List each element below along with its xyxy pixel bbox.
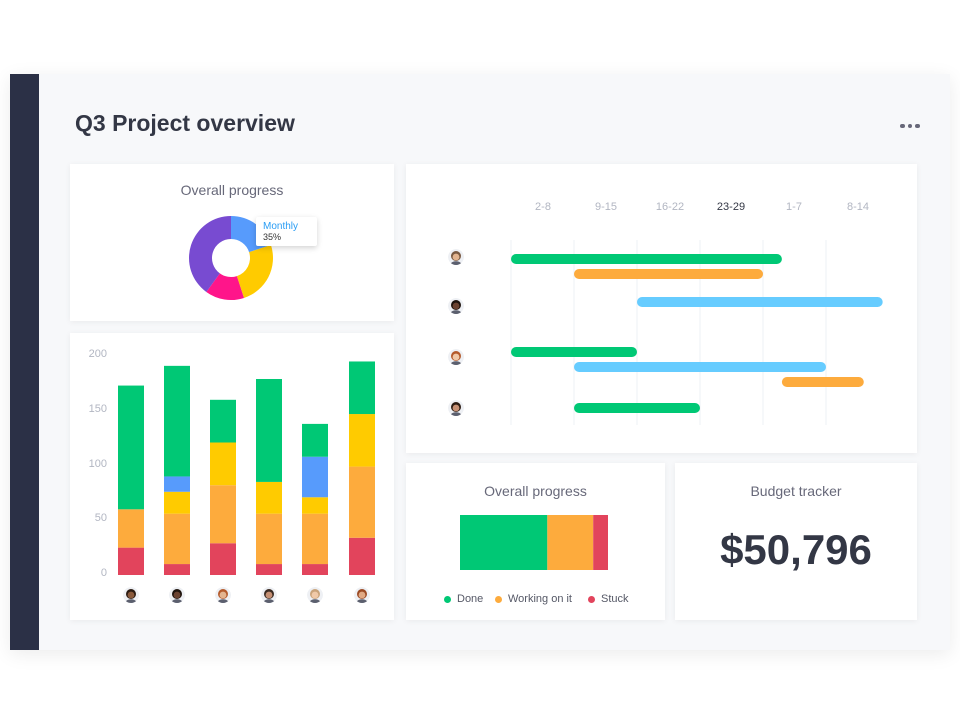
person-b-avatar[interactable] — [448, 298, 464, 314]
legend-done-dot — [444, 595, 451, 603]
budget-card-title: Budget tracker — [750, 483, 842, 499]
timeline-bar[interactable] — [574, 403, 700, 413]
legend-working-dot — [495, 595, 502, 603]
legend-working-label: Working on it — [508, 593, 572, 605]
week-header-8-14: 8-14 — [846, 201, 870, 213]
bar-4-segment-4[interactable] — [256, 378, 282, 482]
bar-5-segment-2[interactable] — [302, 513, 328, 565]
donut-card-title: Overall progress — [180, 182, 284, 198]
donut-tooltip: Monthly 35% — [256, 217, 317, 246]
progress-segment-done[interactable] — [460, 515, 548, 570]
bar-2-segment-3[interactable] — [164, 491, 190, 514]
bar-6-segment-4[interactable] — [349, 361, 375, 415]
bar-4-segment-1[interactable] — [256, 564, 282, 575]
bar-2-segment-5[interactable] — [164, 365, 190, 477]
timeline-bar[interactable] — [781, 377, 864, 387]
bar-3-segment-1[interactable] — [210, 543, 236, 575]
week-header-2-8: 2-8 — [535, 201, 551, 213]
week-header-1-7: 1-7 — [786, 201, 802, 213]
legend-done-label: Done — [457, 593, 484, 605]
bar-2-segment-4[interactable] — [164, 476, 190, 492]
week-header-9-15: 9-15 — [594, 201, 618, 213]
budget-amount: $50,796 — [720, 526, 872, 573]
timeline-bar[interactable] — [637, 297, 883, 307]
side-navigation-rail[interactable] — [10, 74, 39, 650]
person-1-avatar[interactable] — [123, 587, 139, 603]
y-tick-label: 150 — [88, 402, 107, 415]
progress-segment-stuck[interactable] — [593, 515, 608, 570]
bar-5-segment-5[interactable] — [302, 423, 328, 457]
bar-2-segment-2[interactable] — [164, 513, 190, 565]
budget-tracker-card: Budget tracker — [675, 463, 917, 620]
person-3-avatar[interactable] — [215, 587, 231, 603]
bar-6-segment-2[interactable] — [349, 466, 375, 538]
bar-3-segment-2[interactable] — [210, 485, 236, 544]
week-header-23-29: 23-29 — [716, 201, 746, 213]
bar-5-segment-3[interactable] — [302, 497, 328, 514]
timeline-bar[interactable] — [511, 347, 637, 357]
timeline-bar[interactable] — [511, 254, 782, 264]
bar-1-segment-2[interactable] — [118, 509, 144, 548]
person-d-avatar[interactable] — [448, 400, 464, 416]
y-tick-label: 200 — [88, 348, 107, 360]
legend-stuck-label: Stuck — [601, 593, 629, 605]
tooltip-value: 35% — [263, 232, 282, 242]
legend-stuck-dot — [588, 595, 595, 603]
bar-3-segment-4[interactable] — [210, 399, 236, 443]
legend-done: Done — [444, 592, 483, 606]
bar-5-segment-4[interactable] — [302, 456, 328, 498]
more-dots-icon[interactable] — [899, 118, 921, 134]
bar-1-segment-1[interactable] — [118, 547, 144, 575]
y-tick-label: 100 — [88, 457, 107, 470]
person-5-avatar[interactable] — [307, 587, 323, 603]
legend-stuck: Stuck — [588, 592, 629, 606]
bar-4-segment-3[interactable] — [256, 481, 282, 514]
bar-2-segment-1[interactable] — [164, 564, 190, 575]
bar-6-segment-1[interactable] — [349, 537, 375, 575]
timeline-bar[interactable] — [574, 362, 826, 372]
bar-4-segment-2[interactable] — [256, 513, 282, 565]
progress-segment-working-on-it[interactable] — [547, 515, 594, 570]
bar-6-segment-3[interactable] — [349, 414, 375, 467]
tooltip-label: Monthly — [263, 221, 299, 232]
legend-working: Working on it — [495, 592, 572, 606]
person-a-avatar[interactable] — [448, 249, 464, 265]
y-tick-label: 50 — [94, 512, 107, 525]
week-header-16-22: 16-22 — [655, 201, 685, 213]
person-4-avatar[interactable] — [261, 587, 277, 603]
person-6-avatar[interactable] — [354, 587, 370, 603]
person-c-avatar[interactable] — [448, 349, 464, 365]
y-tick-label: 0 — [100, 567, 107, 579]
progress-bar-card-title: Overall progress — [484, 483, 587, 499]
person-2-avatar[interactable] — [169, 587, 185, 603]
bar-3-segment-3[interactable] — [210, 442, 236, 486]
timeline-bar[interactable] — [574, 269, 763, 279]
bar-5-segment-1[interactable] — [302, 564, 328, 575]
bar-1-segment-3[interactable] — [118, 385, 144, 510]
page-title: Q3 Project overview — [75, 110, 295, 136]
